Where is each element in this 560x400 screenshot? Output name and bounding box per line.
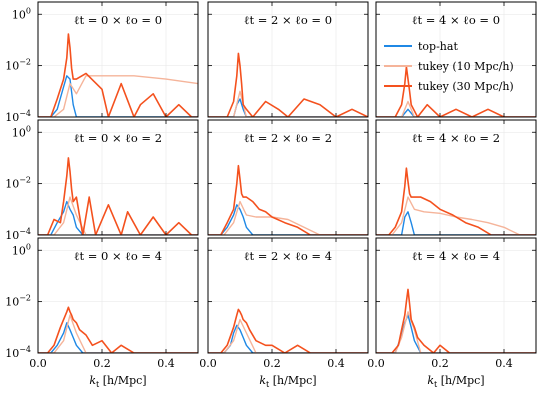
series-group: [376, 167, 536, 235]
x-tick-label: 0.4: [327, 357, 345, 370]
series-group: [376, 288, 536, 353]
panel-2-3: ℓt = 4 × ℓo = 2: [375, 119, 537, 236]
legend: top-hat tukey (10 Mpc/h) tukey (30 Mpc/h): [384, 40, 514, 93]
series-line-top-hat: [38, 200, 198, 235]
series-line-top-hat: [376, 108, 536, 117]
panel-3-2: 0.0 0.2 0.4 kt [h/Mpc] ℓt = 2 × ℓo = 4: [199, 237, 369, 389]
series-line-tukey-30: [38, 306, 198, 353]
y-tick-label: 10−4: [5, 227, 31, 242]
series-line-tukey-10: [208, 318, 368, 353]
panel-3-1: 100 10−2 10−40.0 0.2 0.4 kt [h/Mpc] ℓt = 0 × ℓ…: [5, 237, 199, 389]
x-axis-label: kt [h/Mpc]: [89, 374, 146, 389]
series-line-tukey-30: [376, 66, 536, 117]
panel-frame: [207, 1, 369, 118]
panel-frame: [207, 237, 369, 354]
y-tick-label: 100: [12, 6, 31, 21]
panel-2-2: ℓt = 2 × ℓo = 2: [207, 119, 369, 236]
panel-title: ℓt = 0 × ℓo = 2: [74, 131, 162, 145]
panel-3-3: 0.0 0.2 0.4 kt [h/Mpc] ℓt = 4 × ℓo = 4: [367, 237, 537, 389]
series-line-top-hat: [208, 204, 368, 235]
y-tick-label: 10−2: [5, 294, 31, 309]
series-group: [38, 306, 198, 353]
series-line-tukey-30: [376, 167, 536, 235]
series-line-top-hat: [38, 322, 198, 353]
y-tick-label: 10−2: [5, 176, 31, 191]
x-tick-label: 0.2: [431, 357, 449, 370]
y-tick-label: 100: [12, 242, 31, 257]
panel-frame: [37, 1, 199, 118]
series-group: [376, 66, 536, 117]
panel-title: ℓt = 0 × ℓo = 4: [74, 249, 162, 263]
x-axis-label: kt [h/Mpc]: [427, 374, 484, 389]
series-group: [38, 33, 198, 117]
panel-title: ℓt = 2 × ℓo = 0: [244, 13, 332, 27]
y-tick-label: 10−4: [5, 345, 31, 360]
panel-1-1: 100 10−2 10−4 ℓt = 0 × ℓo = 0: [5, 1, 199, 124]
series-group: [38, 157, 198, 235]
series-line-tukey-30: [38, 33, 198, 117]
panel-frame: [37, 119, 199, 236]
series-group: [208, 52, 368, 117]
series-line-tukey-10: [376, 311, 536, 353]
legend-label-tukey-10: tukey (10 Mpc/h): [418, 60, 514, 73]
x-tick-label: 0.2: [263, 357, 281, 370]
x-tick-label: 0.0: [29, 357, 47, 370]
panel-frame: [37, 237, 199, 354]
series-group: [208, 308, 368, 353]
x-tick-label: 0.4: [157, 357, 175, 370]
x-axis-label: kt [h/Mpc]: [259, 374, 316, 389]
panel-frame: [375, 119, 537, 236]
series-group: [208, 164, 368, 235]
x-tick-label: 0.4: [495, 357, 513, 370]
x-tick-label: 0.0: [199, 357, 217, 370]
y-tick-label: 10−4: [5, 109, 31, 124]
legend-label-tukey-30: tukey (30 Mpc/h): [418, 80, 514, 93]
series-line-tukey-10: [376, 196, 536, 235]
panel-title: ℓt = 2 × ℓo = 4: [244, 249, 332, 263]
panel-title: ℓt = 0 × ℓo = 0: [74, 13, 162, 27]
series-line-tukey-30: [376, 288, 536, 353]
series-line-tukey-30: [38, 157, 198, 235]
panel-title: ℓt = 4 × ℓo = 2: [412, 131, 500, 145]
series-line-tukey-30: [208, 52, 368, 117]
x-tick-label: 0.2: [93, 357, 111, 370]
panel-1-3: ℓt = 4 × ℓo = 0 top-hat tukey (10 Mpc/h) tu…: [375, 1, 537, 118]
y-tick-label: 100: [12, 124, 31, 139]
x-tick-label: 0.0: [367, 357, 385, 370]
legend-label-top-hat: top-hat: [418, 40, 458, 53]
panel-frame: [375, 1, 537, 118]
series-line-tukey-10: [208, 90, 368, 117]
series-line-tukey-10: [376, 100, 536, 117]
panel-frame: [375, 237, 537, 354]
panel-title: ℓt = 4 × ℓo = 0: [412, 13, 500, 27]
panel-1-2: ℓt = 2 × ℓo = 0: [207, 1, 369, 118]
series-line-tukey-30: [208, 164, 368, 235]
series-line-top-hat: [376, 211, 536, 235]
series-line-tukey-10: [38, 75, 198, 117]
series-line-top-hat: [208, 98, 368, 117]
panel-frame: [207, 119, 369, 236]
panel-2-1: 100 10−2 10−4 ℓt = 0 × ℓo = 2: [5, 119, 199, 242]
y-tick-label: 10−2: [5, 58, 31, 73]
series-line-top-hat: [38, 75, 198, 117]
panel-title: ℓt = 2 × ℓo = 2: [244, 131, 332, 145]
series-line-tukey-10: [38, 314, 198, 353]
panel-title: ℓt = 4 × ℓo = 4: [412, 249, 500, 263]
series-line-tukey-30: [208, 308, 368, 353]
